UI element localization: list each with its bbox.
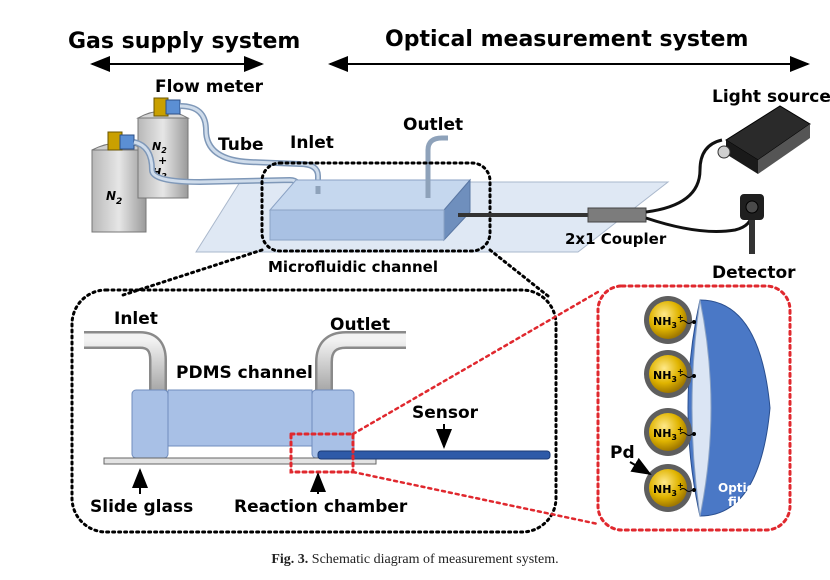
optical-system-header: Optical measurement system: [385, 27, 748, 52]
pdms-label: PDMS channel: [176, 363, 313, 383]
fiber-to-detector: [645, 211, 754, 233]
coupler: [587, 207, 647, 223]
light-source-label: Light source: [712, 87, 830, 107]
caption-fig-number: Fig. 3.: [271, 552, 309, 567]
pd-nanoparticle-4: NH3+: [644, 464, 696, 512]
figure-caption: Fig. 3. Schematic diagram of measurement…: [0, 552, 830, 568]
mix-flow-meter: [165, 99, 181, 115]
sensor-label: Sensor: [412, 403, 479, 423]
outlet-tube-top: [425, 135, 448, 198]
n2-cylinder-label: N2: [106, 189, 122, 207]
pd-nanoparticle-2: NH3+: [644, 350, 696, 398]
reaction-chamber-label: Reaction chamber: [234, 497, 408, 517]
detail-inlet-label: Inlet: [114, 309, 158, 329]
n2-cylinder: [91, 149, 147, 233]
pd-label: Pd: [610, 443, 635, 463]
fiber-label-line2: fiber: [728, 495, 760, 509]
caption-text: Schematic diagram of measurement system.: [311, 552, 559, 567]
tube-top-inner: [179, 104, 320, 186]
slide-glass-label: Slide glass: [90, 497, 193, 517]
inlet-top-label: Inlet: [290, 133, 334, 153]
mix-label-plus: +: [158, 154, 167, 167]
chip-front: [269, 209, 445, 241]
svg-text:NH3+: NH3+: [653, 481, 684, 498]
microfluidic-label: Microfluidic channel: [268, 258, 438, 276]
detail-outlet-tube: [315, 331, 406, 398]
pd-nanoparticle-3: NH3+: [644, 408, 696, 456]
detail-outlet-tube-core: [317, 333, 406, 398]
detector-label: Detector: [712, 263, 796, 283]
tube-label: Tube: [218, 135, 264, 155]
chip-top: [268, 179, 472, 211]
coupler-label: 2x1 Coupler: [565, 230, 667, 248]
detail-box: [70, 288, 558, 534]
light-source-device: [717, 105, 811, 174]
detail-outlet-label: Outlet: [330, 315, 390, 335]
optical-fiber: [687, 299, 771, 517]
mix-cylinder: [137, 117, 189, 199]
outlet-top-label: Outlet: [403, 115, 463, 135]
n2-flow-meter: [119, 134, 135, 150]
pdms-right-wall: [311, 389, 355, 459]
red-zoom-line-top: [351, 290, 600, 436]
reaction-chamber-box: [289, 432, 355, 474]
microfluidic-chip: [268, 178, 472, 242]
detail-inlet-tube-core: [84, 333, 165, 398]
slide-glass: [103, 457, 377, 465]
detector-device: [740, 194, 764, 254]
pd-nanoparticle-1: NH3+: [644, 296, 696, 344]
svg-text:NH3+: NH3+: [653, 425, 684, 442]
gas-supply-header: Gas supply system: [68, 29, 300, 54]
detail-inlet-tube: [84, 331, 167, 398]
flow-meter-label: Flow meter: [155, 77, 264, 97]
microfluidic-zoom-box: [260, 161, 492, 253]
fiber-label-line1: Optical: [718, 481, 766, 495]
pd-arrow: [629, 457, 652, 476]
svg-text:NH3+: NH3+: [653, 367, 684, 384]
fiber-zoom-box: [596, 284, 792, 532]
pdms-channel: [167, 389, 313, 447]
sensor-fiber: [317, 450, 551, 460]
pdms-left-wall: [131, 389, 169, 459]
zoom-line-left: [118, 248, 264, 298]
mix-label-n2: N2: [152, 140, 167, 155]
gas-cylinders: N2 N2 + H2: [91, 97, 190, 233]
zoom-line-right: [488, 248, 550, 298]
fiber-to-light: [645, 138, 723, 214]
fiber-core: [691, 299, 712, 517]
red-zoom-line-bottom: [351, 470, 600, 526]
svg-text:NH3+: NH3+: [653, 313, 684, 330]
